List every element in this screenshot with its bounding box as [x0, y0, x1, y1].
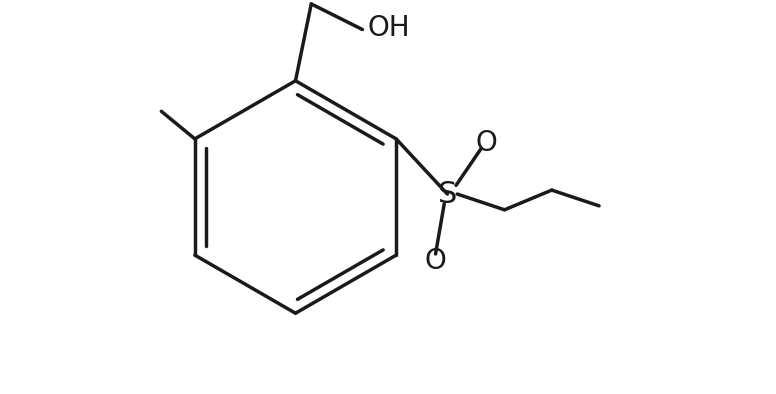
Text: O: O	[424, 247, 446, 275]
Text: OH: OH	[367, 13, 410, 42]
Text: S: S	[438, 180, 457, 208]
Text: O: O	[476, 129, 497, 157]
